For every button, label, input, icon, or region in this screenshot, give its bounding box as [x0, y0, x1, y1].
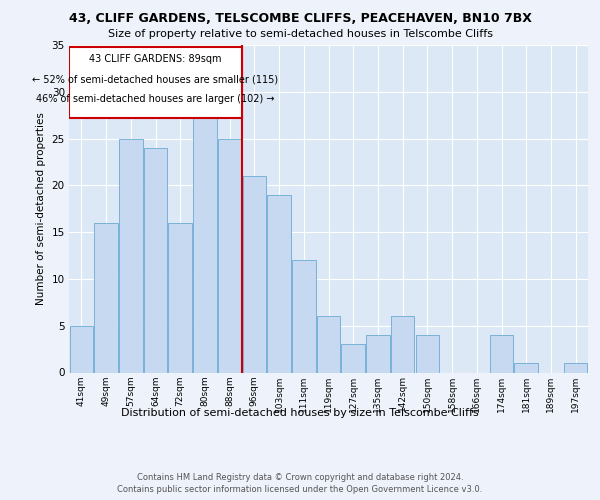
- Y-axis label: Number of semi-detached properties: Number of semi-detached properties: [36, 112, 46, 305]
- Text: 43 CLIFF GARDENS: 89sqm: 43 CLIFF GARDENS: 89sqm: [89, 54, 222, 64]
- Bar: [564, 363, 587, 372]
- Bar: [514, 363, 538, 372]
- Bar: [70, 326, 93, 372]
- Text: 43, CLIFF GARDENS, TELSCOMBE CLIFFS, PEACEHAVEN, BN10 7BX: 43, CLIFF GARDENS, TELSCOMBE CLIFFS, PEA…: [68, 12, 532, 26]
- Text: Distribution of semi-detached houses by size in Telscombe Cliffs: Distribution of semi-detached houses by …: [121, 408, 479, 418]
- Bar: [292, 260, 316, 372]
- Text: 46% of semi-detached houses are larger (102) →: 46% of semi-detached houses are larger (…: [36, 94, 275, 104]
- Bar: [94, 223, 118, 372]
- Bar: [144, 148, 167, 372]
- Text: Size of property relative to semi-detached houses in Telscombe Cliffs: Size of property relative to semi-detach…: [107, 29, 493, 39]
- Bar: [341, 344, 365, 372]
- Bar: [218, 138, 241, 372]
- Bar: [119, 138, 143, 372]
- Bar: [242, 176, 266, 372]
- Bar: [391, 316, 415, 372]
- Bar: [490, 335, 513, 372]
- Bar: [416, 335, 439, 372]
- Bar: [317, 316, 340, 372]
- Bar: [193, 110, 217, 372]
- Bar: [268, 194, 291, 372]
- FancyBboxPatch shape: [70, 47, 242, 118]
- Text: ← 52% of semi-detached houses are smaller (115): ← 52% of semi-detached houses are smalle…: [32, 74, 278, 84]
- Bar: [366, 335, 389, 372]
- Bar: [169, 223, 192, 372]
- Text: Contains HM Land Registry data © Crown copyright and database right 2024.
Contai: Contains HM Land Registry data © Crown c…: [118, 472, 482, 494]
